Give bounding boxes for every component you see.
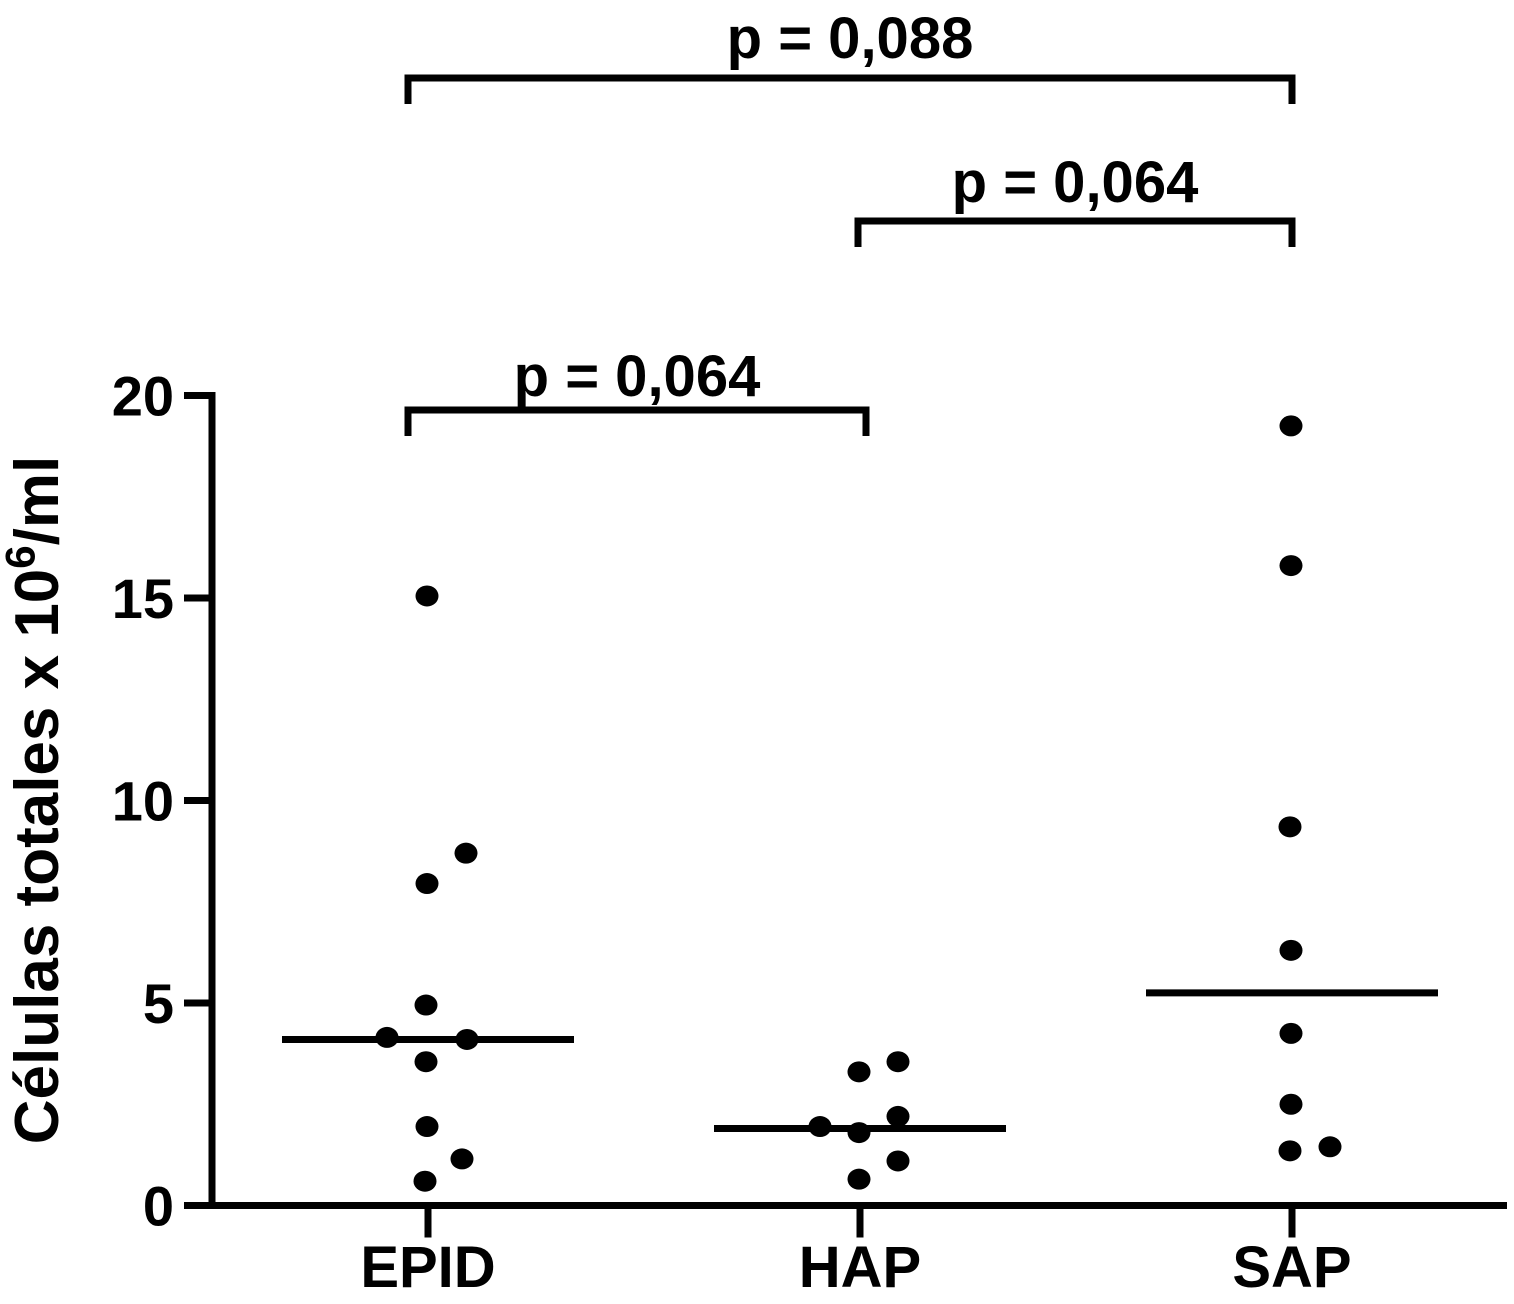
- data-point-epid: [415, 1116, 439, 1138]
- data-point-hap: [808, 1116, 832, 1138]
- data-point-epid: [414, 1051, 438, 1073]
- data-point-epid: [454, 842, 478, 864]
- data-point-hap: [847, 1122, 871, 1144]
- data-point-sap: [1279, 1093, 1303, 1115]
- data-point-epid: [413, 1170, 437, 1192]
- category-label-sap: SAP: [1232, 1235, 1351, 1299]
- y-tick-label: 20: [112, 365, 174, 428]
- data-point-hap: [847, 1168, 871, 1190]
- data-point-hap: [847, 1061, 871, 1083]
- significance-bracket-hap-sap: [854, 217, 1296, 247]
- y-tick-label: 10: [112, 770, 174, 833]
- data-point-hap: [886, 1150, 910, 1172]
- data-point-epid: [414, 994, 438, 1016]
- y-tick-label: 0: [143, 1175, 174, 1238]
- data-point-hap: [886, 1105, 910, 1127]
- p-value-label-hap-sap: p = 0,064: [952, 150, 1199, 215]
- data-point-sap: [1318, 1136, 1342, 1158]
- data-point-epid: [375, 1026, 399, 1048]
- y-tick-label: 15: [112, 567, 174, 630]
- p-value-label-epid-hap: p = 0,064: [514, 344, 761, 409]
- data-point-sap: [1278, 816, 1302, 838]
- data-point-epid: [450, 1148, 474, 1170]
- data-point-sap: [1279, 555, 1303, 577]
- significance-bracket-epid-sap: [404, 74, 1296, 104]
- y-tick-label: 5: [143, 972, 174, 1035]
- significance-bracket-epid-hap: [404, 406, 870, 436]
- data-point-sap: [1278, 1140, 1302, 1162]
- category-label-epid: EPID: [360, 1235, 495, 1299]
- data-point-sap: [1279, 415, 1303, 437]
- data-point-epid: [415, 873, 439, 895]
- data-point-sap: [1279, 939, 1303, 961]
- data-point-sap: [1279, 1022, 1303, 1044]
- category-label-hap: HAP: [799, 1235, 921, 1299]
- y-axis-title: Células totales x 106/ml: [0, 456, 72, 1144]
- data-point-epid: [415, 585, 439, 607]
- p-value-label-epid-sap: p = 0,088: [727, 6, 974, 71]
- data-point-epid: [455, 1028, 479, 1050]
- data-point-hap: [886, 1051, 910, 1073]
